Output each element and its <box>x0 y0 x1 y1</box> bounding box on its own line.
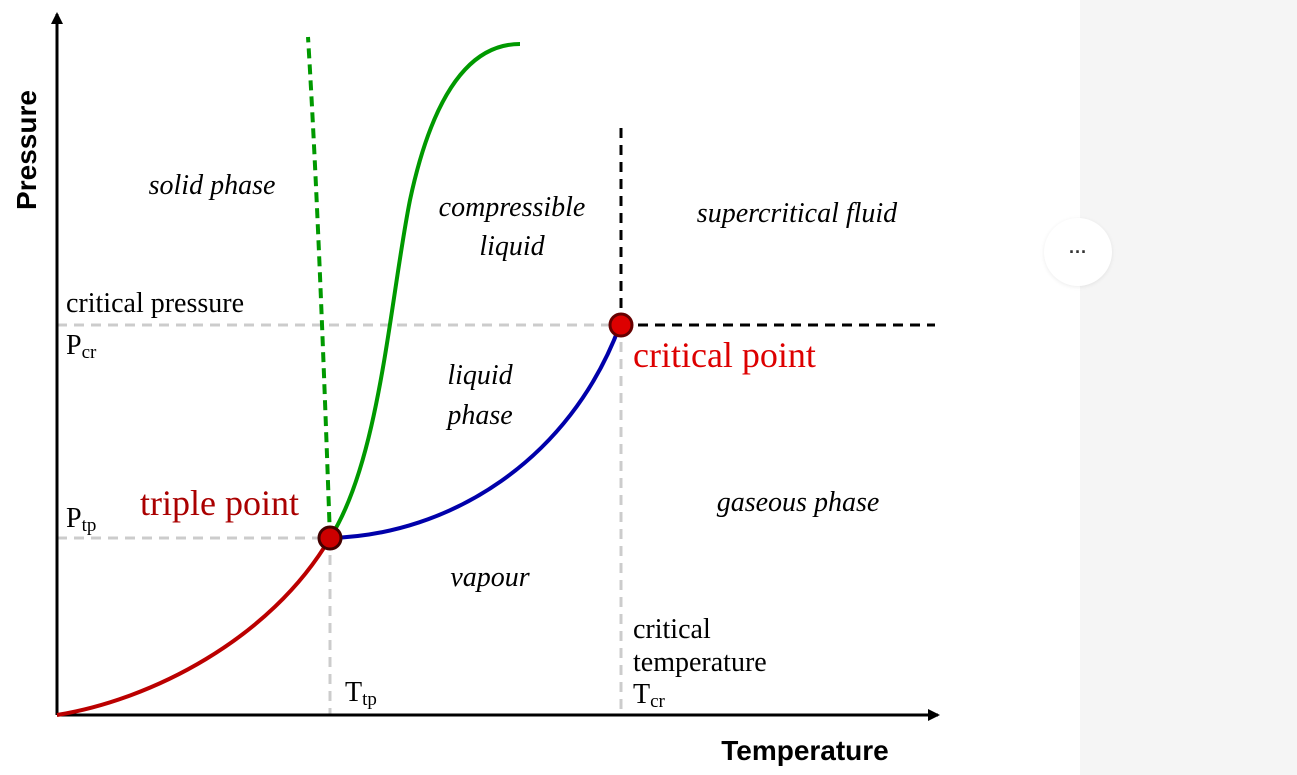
region-label: compressible <box>439 192 586 223</box>
marker-label: Pcr <box>66 330 97 363</box>
marker-label: temperature <box>633 647 767 678</box>
region-label: vapour <box>450 562 529 593</box>
subscript: tp <box>362 689 377 710</box>
marker-label: critical <box>633 614 711 645</box>
subscript: cr <box>82 342 97 363</box>
x-axis-label: Temperature <box>721 735 889 766</box>
marker-label: Tcr <box>633 679 666 712</box>
point-label: triple point <box>140 483 299 523</box>
marker-label: Ttp <box>345 677 377 710</box>
point-label: critical point <box>633 335 816 375</box>
melting-curve-anomalous <box>306 36 332 539</box>
symbol: T <box>345 677 362 708</box>
phase-diagram: Pressure Temperature solid phase compres… <box>11 12 940 766</box>
critical-point <box>608 312 634 338</box>
marker-label: critical pressure <box>66 288 244 319</box>
sublimation-curve <box>56 536 332 717</box>
subscript: cr <box>650 691 665 712</box>
symbol: P <box>66 503 82 534</box>
y-axis-label: Pressure <box>11 90 42 210</box>
guide-lines <box>57 323 623 715</box>
critical-boundary <box>619 125 935 327</box>
region-label: gaseous phase <box>717 487 880 518</box>
region-label: phase <box>445 400 512 431</box>
vaporization-curve <box>329 324 622 540</box>
symbol: T <box>633 679 650 710</box>
region-label: liquid <box>479 231 545 262</box>
side-panel <box>1080 0 1297 775</box>
symbol: P <box>66 330 82 361</box>
region-label: solid phase <box>149 170 276 201</box>
region-label: supercritical fluid <box>697 198 898 229</box>
melting-curve <box>328 42 521 540</box>
more-button[interactable]: ··· <box>1044 218 1112 286</box>
triple-point <box>317 525 343 551</box>
region-label: liquid <box>447 360 513 391</box>
marker-label: Ptp <box>66 503 96 536</box>
subscript: tp <box>82 515 97 536</box>
